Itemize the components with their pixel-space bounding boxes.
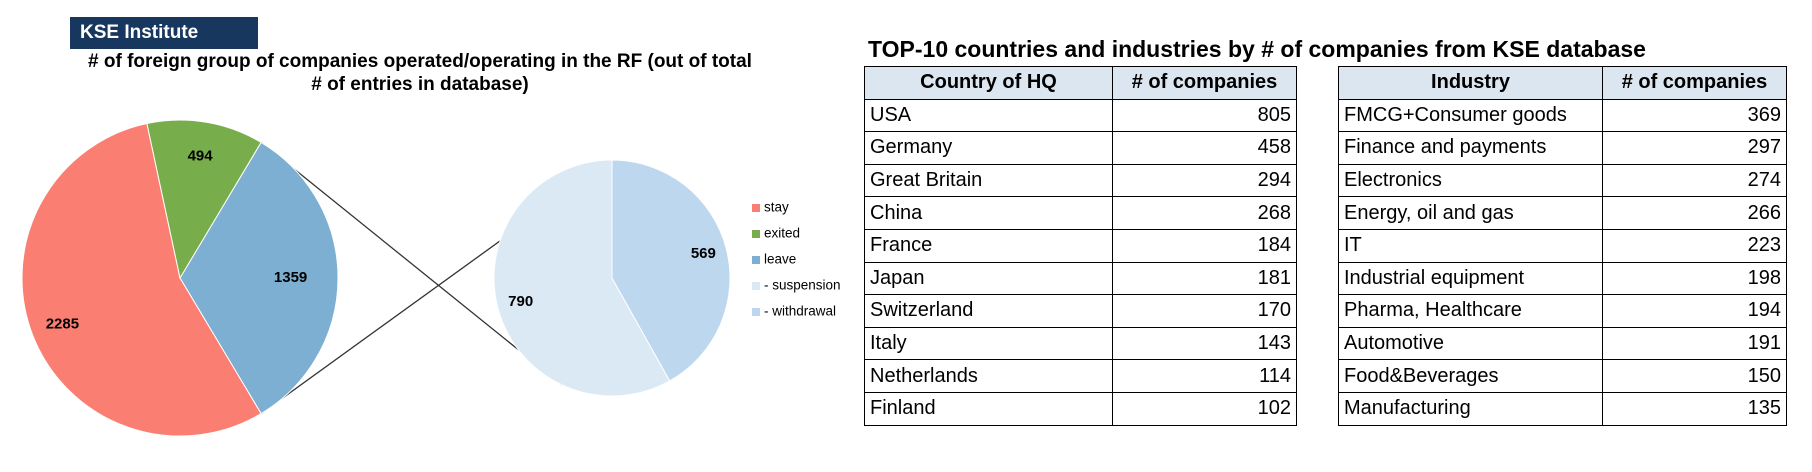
companies-column-header: # of companies (1112, 66, 1297, 100)
companies-column-header: # of companies (1602, 66, 1787, 100)
legend-label: - suspension (764, 278, 841, 293)
country-name-cell: USA (864, 98, 1113, 133)
country-name-cell: China (864, 196, 1113, 230)
table-row: France 184 (864, 228, 1297, 263)
company-count-cell: 458 (1112, 131, 1297, 165)
company-count-cell: 369 (1602, 98, 1787, 133)
industry-table: Industry # of companies FMCG+Consumer go… (1338, 66, 1787, 426)
industry-name-cell: Automotive (1338, 326, 1603, 361)
connector-line-bottom (260, 141, 563, 386)
company-count-cell: 268 (1112, 196, 1297, 230)
pie-slice-withdrawal (611, 159, 731, 382)
kse-institute-badge: KSE Institute (70, 17, 258, 49)
table-row: Netherlands 114 (864, 359, 1297, 393)
pie-slice-suspension (493, 159, 671, 397)
country-name-cell: Italy (864, 326, 1113, 361)
table-row: Automotive 191 (1338, 326, 1787, 361)
industry-name-cell: IT (1338, 228, 1603, 263)
data-label-stay: 2285 (46, 315, 79, 332)
company-count-cell: 102 (1112, 391, 1297, 426)
company-count-cell: 274 (1602, 163, 1787, 198)
pie-slice-exited (146, 119, 262, 280)
company-count-cell: 184 (1112, 228, 1297, 263)
table-row: Great Britain 294 (864, 163, 1297, 198)
table-row: Electronics 274 (1338, 163, 1787, 198)
company-count-cell: 170 (1112, 294, 1297, 328)
pie-slice-leave (179, 141, 339, 415)
tables-title: TOP-10 countries and industries by # of … (868, 36, 1646, 62)
industry-name-cell: FMCG+Consumer goods (1338, 98, 1603, 133)
country-name-cell: Finland (864, 391, 1113, 426)
legend-swatch (752, 256, 760, 264)
chart-title: # of foreign group of companies operated… (40, 50, 800, 96)
country-name-cell: Japan (864, 261, 1113, 296)
legend-label: - withdrawal (764, 304, 836, 319)
legend-label: stay (764, 200, 789, 215)
company-count-cell: 223 (1602, 228, 1787, 263)
company-count-cell: 150 (1602, 359, 1787, 393)
table-row: Manufacturing 135 (1338, 391, 1787, 426)
table-row: China 268 (864, 196, 1297, 230)
table-row: Switzerland 170 (864, 294, 1297, 328)
chart-title-line-2: # of entries in database) (311, 74, 529, 95)
table-row: Germany 458 (864, 131, 1297, 165)
legend-swatch (752, 282, 760, 290)
legend-swatch (752, 204, 760, 212)
country-column-header: Country of HQ (864, 66, 1113, 100)
country-name-cell: Great Britain (864, 163, 1113, 198)
legend-label: leave (764, 252, 796, 267)
company-count-cell: 294 (1112, 163, 1297, 198)
company-count-cell: 143 (1112, 326, 1297, 361)
table-row: Finance and payments 297 (1338, 131, 1787, 165)
table-row: USA 805 (864, 98, 1297, 133)
legend-swatch (752, 308, 760, 316)
data-label-exited: 494 (188, 147, 214, 164)
industry-name-cell: Electronics (1338, 163, 1603, 198)
table-row: FMCG+Consumer goods 369 (1338, 98, 1787, 133)
table-row: Industrial equipment 198 (1338, 261, 1787, 296)
data-label-withdrawal: 569 (691, 245, 716, 262)
data-label-suspension: 790 (508, 293, 533, 310)
company-count-cell: 191 (1602, 326, 1787, 361)
company-count-cell: 194 (1602, 294, 1787, 328)
industry-name-cell: Industrial equipment (1338, 261, 1603, 296)
country-name-cell: Switzerland (864, 294, 1113, 328)
country-table-header-row: Country of HQ # of companies (864, 66, 1297, 100)
industry-column-header: Industry (1338, 66, 1603, 100)
industry-name-cell: Energy, oil and gas (1338, 196, 1603, 230)
country-name-cell: Germany (864, 131, 1113, 165)
company-count-cell: 266 (1602, 196, 1787, 230)
company-count-cell: 181 (1112, 261, 1297, 296)
table-row: Pharma, Healthcare 194 (1338, 294, 1787, 328)
industry-name-cell: Finance and payments (1338, 131, 1603, 165)
company-count-cell: 135 (1602, 391, 1787, 426)
pie-of-pie-chart: 1359 2285 494 790 569 stay exited leave - suspen… (21, 119, 841, 437)
legend-label: exited (764, 226, 800, 241)
table-row: Italy 143 (864, 326, 1297, 361)
pie-slice-stay (21, 122, 262, 437)
chart-title-line-1: # of foreign group of companies operated… (88, 51, 752, 72)
table-row: Food&Beverages 150 (1338, 359, 1787, 393)
table-row: Finland 102 (864, 391, 1297, 426)
country-name-cell: Netherlands (864, 359, 1113, 393)
table-row: Japan 181 (864, 261, 1297, 296)
industry-table-header-row: Industry # of companies (1338, 66, 1787, 100)
legend-swatch (752, 230, 760, 238)
industry-name-cell: Pharma, Healthcare (1338, 294, 1603, 328)
country-name-cell: France (864, 228, 1113, 263)
data-label-leave: 1359 (274, 269, 307, 286)
company-count-cell: 114 (1112, 359, 1297, 393)
table-row: IT 223 (1338, 228, 1787, 263)
table-row: Energy, oil and gas 266 (1338, 196, 1787, 230)
company-count-cell: 198 (1602, 261, 1787, 296)
industry-name-cell: Food&Beverages (1338, 359, 1603, 393)
industry-name-cell: Manufacturing (1338, 391, 1603, 426)
company-count-cell: 805 (1112, 98, 1297, 133)
country-table: Country of HQ # of companies USA 805 Germa… (864, 66, 1297, 426)
company-count-cell: 297 (1602, 131, 1787, 165)
